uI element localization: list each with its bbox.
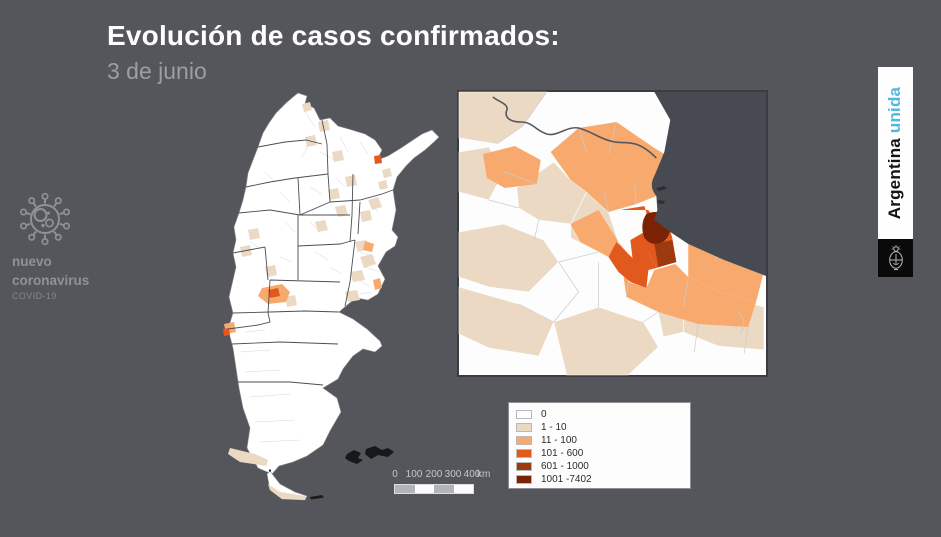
argentina-unida-banner: Argentina unida	[878, 67, 913, 239]
argentina-map-svg	[223, 92, 440, 501]
rio-de-la-plata-water	[651, 92, 766, 276]
argentina-choropleth-map	[210, 82, 450, 522]
legend-swatch-1-10	[516, 423, 532, 432]
scale-tick: 200	[425, 469, 443, 480]
legend-label: 11 - 100	[541, 435, 577, 446]
legend-row: 1001 -7402	[516, 473, 690, 486]
legend-row: 11 - 100	[516, 434, 690, 447]
coat-of-arms-box	[878, 239, 913, 277]
covid-label-line1: nuevo	[12, 254, 52, 269]
legend-label: 601 - 1000	[541, 461, 589, 472]
legend-swatch-0	[516, 410, 532, 419]
legend-label: 0	[541, 409, 547, 420]
covid-label-line2: coronavirus	[12, 273, 90, 288]
legend-swatch-101-600	[516, 449, 532, 458]
delta-islands	[656, 186, 668, 204]
scale-bar-segments	[394, 484, 474, 494]
parana-river	[492, 96, 657, 159]
page-title: Evolución de casos confirmados:	[107, 20, 560, 51]
argentina-outline	[227, 92, 440, 475]
legend-swatch-1001-7402	[516, 475, 532, 484]
page-subtitle: 3 de junio	[107, 58, 207, 84]
argentina-coat-of-arms-icon	[888, 245, 903, 270]
choropleth-legend: 0 1 - 10 11 - 100 101 - 600 601 - 1000 1…	[508, 402, 691, 489]
scale-unit: km	[477, 469, 491, 480]
department-borders	[239, 111, 381, 443]
province-borders	[227, 119, 394, 386]
covid-label-line3: COVID-19	[12, 291, 57, 301]
legend-row: 0	[516, 408, 690, 421]
coronavirus-icon	[19, 192, 71, 246]
covid-badge: nuevo coronavirus COVID-19	[12, 188, 122, 301]
scale-tick: 0	[392, 469, 398, 480]
header: Evolución de casos confirmados: 3 de jun…	[107, 20, 560, 85]
banner-word-argentina: Argentina	[885, 133, 905, 220]
legend-swatch-11-100	[516, 436, 532, 445]
inset-map-svg	[458, 91, 766, 376]
banner-text: Argentina unida	[886, 87, 906, 219]
tierra-del-fuego	[266, 469, 324, 501]
legend-label: 101 - 600	[541, 448, 584, 459]
malvinas-islands	[345, 446, 394, 464]
inset-department-borders	[488, 91, 749, 355]
legend-swatch-601-1000	[516, 462, 532, 471]
legend-label: 1 - 10	[541, 422, 567, 433]
scale-tick: 100	[405, 469, 423, 480]
legend-row: 601 - 1000	[516, 460, 690, 473]
scale-tick: 400	[463, 469, 481, 480]
departments-101-600	[223, 155, 382, 336]
banner-word-unida: unida	[885, 86, 905, 134]
buenos-aires-inset-map	[457, 90, 768, 377]
legend-label: 1001 -7402	[541, 474, 592, 485]
legend-row: 1 - 10	[516, 421, 690, 434]
map-scale-bar: 0 100 200 300 400 km	[392, 469, 503, 497]
scale-tick: 300	[444, 469, 462, 480]
legend-row: 101 - 600	[516, 447, 690, 460]
